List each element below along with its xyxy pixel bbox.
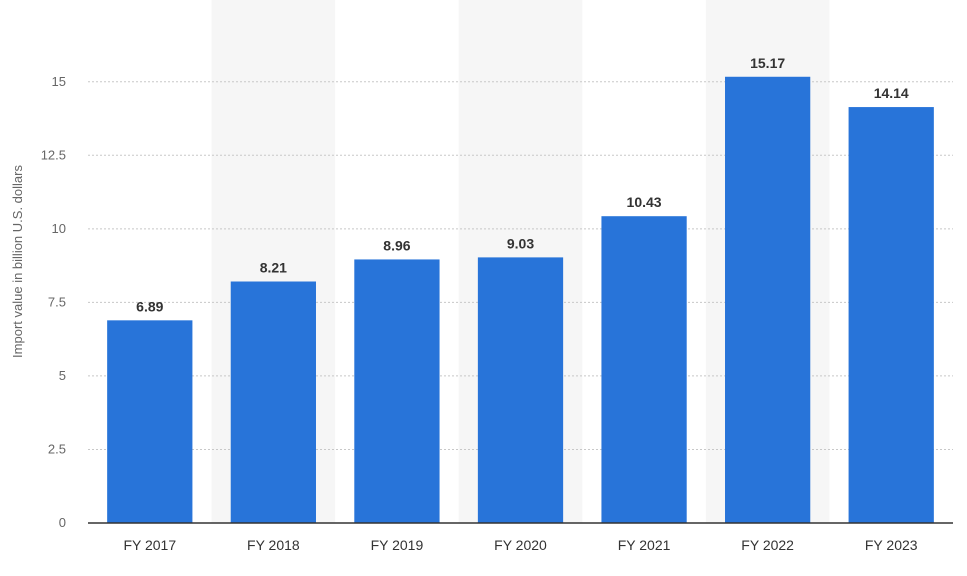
data-label: 8.21 (260, 260, 287, 276)
data-label: 15.17 (750, 55, 785, 71)
y-tick-label: 2.5 (48, 441, 66, 456)
y-axis-title: Import value in billion U.S. dollars (10, 165, 25, 358)
data-label: 9.03 (507, 235, 534, 251)
value-labels: 6.89 8.21 8.96 9.03 10.43 15.17 14.14 (136, 55, 909, 315)
bar[interactable] (477, 257, 564, 523)
y-tick-label: 7.5 (48, 294, 66, 309)
data-label: 14.14 (874, 85, 909, 101)
bars (107, 76, 934, 524)
data-label: 10.43 (627, 194, 662, 210)
x-tick-label: FY 2021 (618, 537, 671, 553)
x-tick-label: FY 2019 (371, 537, 424, 553)
x-tick-label: FY 2023 (865, 537, 918, 553)
y-tick-label: 5 (59, 368, 66, 383)
x-tick-label: FY 2022 (741, 537, 794, 553)
y-tick-label: 0 (59, 515, 66, 530)
bar[interactable] (230, 281, 316, 523)
bar[interactable] (848, 107, 934, 524)
bar[interactable] (107, 320, 193, 523)
x-axis-labels: FY 2017 FY 2018 FY 2019 FY 2020 FY 2021 FY 20… (123, 537, 917, 553)
data-label: 8.96 (383, 237, 410, 253)
y-tick-label: 10 (52, 221, 66, 236)
x-tick-label: FY 2017 (123, 537, 176, 553)
bar[interactable] (601, 216, 687, 524)
bar[interactable] (725, 76, 811, 523)
y-axis-ticks: 0 2.5 5 7.5 10 12.5 15 (41, 74, 66, 530)
x-tick-label: FY 2020 (494, 537, 547, 553)
bar[interactable] (354, 259, 440, 523)
y-tick-label: 12.5 (41, 147, 66, 162)
y-tick-label: 15 (52, 74, 66, 89)
x-tick-label: FY 2018 (247, 537, 300, 553)
data-label: 6.89 (136, 298, 163, 314)
